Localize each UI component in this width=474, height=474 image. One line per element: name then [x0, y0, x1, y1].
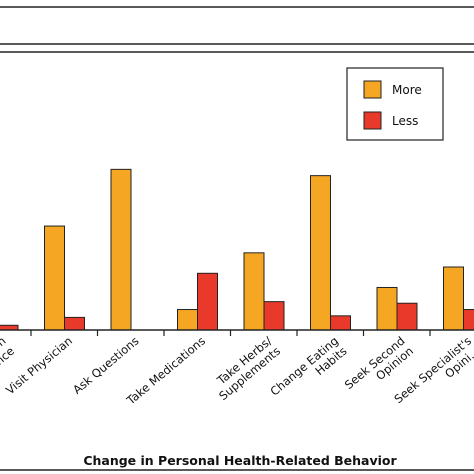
bar-less-take-medications	[197, 272, 218, 331]
legend-label-more: More	[392, 83, 422, 97]
legend: More Less	[346, 67, 444, 141]
x-tick-label-line: ...nce	[0, 344, 17, 375]
x-tick-label-ask-questions: Ask Questions	[70, 334, 142, 397]
bar-more-take-medications	[177, 309, 198, 331]
bar-less-change-eating-habits	[330, 315, 351, 331]
x-ticks	[30, 330, 431, 336]
x-axis-title: Change in Personal Health-Related Behavi…	[83, 453, 397, 468]
header-frame	[0, 6, 474, 45]
x-tick-label-change-eating-habits: Change EatingHabits	[267, 334, 349, 409]
bar-less-visit-physician	[64, 316, 85, 331]
bar-less-seek-second-opinion	[396, 302, 418, 331]
bar-less-seek-specialist-s-opini	[463, 309, 474, 331]
bar-more-take-herbs-supplements	[243, 252, 265, 331]
x-tick-label-visit-physician: Visit Physician	[3, 334, 75, 398]
legend-swatch-less	[363, 111, 382, 130]
x-tick-label-line: Visit Physician	[3, 334, 75, 398]
bar-more-ask-questions	[110, 168, 132, 331]
bar-more-change-eating-habits	[310, 175, 331, 331]
legend-frame	[346, 67, 444, 141]
bar-more-seek-specialist-s-opini	[443, 266, 464, 331]
bars-layer	[0, 168, 474, 331]
x-tick-label-line: Ask Questions	[70, 334, 142, 397]
legend-label-less: Less	[392, 114, 418, 128]
bar-more-seek-second-opinion	[376, 286, 398, 331]
x-tick-label-line: ...n	[0, 334, 9, 356]
legend-swatch-more	[363, 80, 382, 99]
bar-more-visit-physician	[44, 225, 65, 331]
bar-less-take-herbs-supplements	[263, 301, 285, 331]
x-tick-label-n-nce: ...n...nce	[0, 334, 17, 375]
plot-frame	[0, 51, 474, 471]
